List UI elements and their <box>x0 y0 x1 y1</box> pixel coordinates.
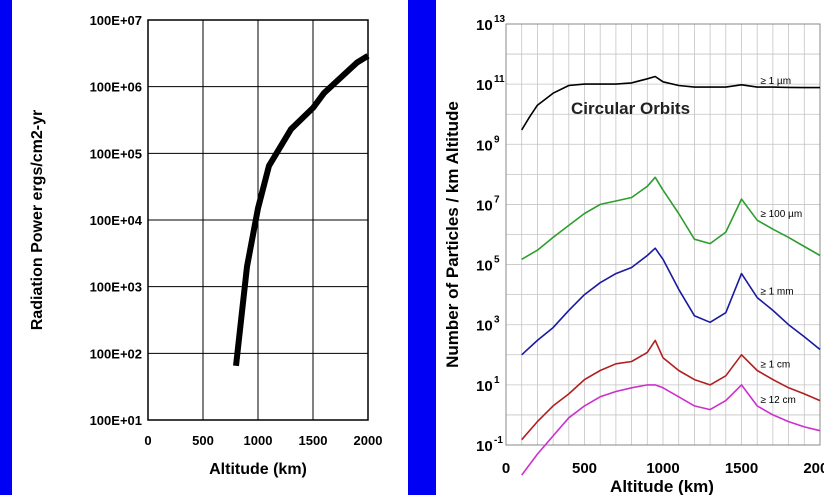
particle-density-chart: 050010001500200010-110110310510710910111… <box>443 14 824 495</box>
y-tick-label: 100E+05 <box>90 146 142 161</box>
series-line <box>521 384 821 476</box>
x-tick-label: 1000 <box>244 433 273 448</box>
plot-frame <box>505 23 821 446</box>
x-tick-label: 0 <box>144 433 151 448</box>
y-tick-exponent: -1 <box>494 435 503 446</box>
y-tick-exponent: 13 <box>494 14 506 25</box>
x-tick-label: 1500 <box>299 433 328 448</box>
y-axis-title: Number of Particles / km Altitude <box>443 101 462 368</box>
y-tick-label: 100E+03 <box>90 280 142 295</box>
y-tick-base: 10 <box>476 77 493 94</box>
y-tick-label: 100E+04 <box>90 213 143 228</box>
y-tick-exponent: 1 <box>494 375 500 386</box>
y-tick-exponent: 7 <box>494 194 500 205</box>
y-axis-title: Radiation Power ergs/cm2-yr <box>29 110 46 331</box>
series-label: ≥ 100 µm <box>760 209 802 220</box>
series-line <box>521 176 821 260</box>
y-tick-label: 100E+01 <box>90 413 142 428</box>
series-label: ≥ 1 µm <box>760 76 791 87</box>
y-tick-base: 10 <box>476 318 493 335</box>
y-tick-base: 10 <box>476 197 493 214</box>
y-tick-base: 10 <box>476 17 493 34</box>
x-tick-label: 1000 <box>646 460 679 477</box>
right-chart-panel: 050010001500200010-110110310510710910111… <box>436 0 824 495</box>
radiation-power-line <box>233 53 370 367</box>
x-tick-label: 0 <box>502 460 510 477</box>
y-tick-base: 10 <box>476 378 493 395</box>
x-tick-label: 2000 <box>354 433 383 448</box>
y-tick-exponent: 9 <box>494 134 500 145</box>
x-tick-label: 500 <box>192 433 214 448</box>
y-tick-base: 10 <box>476 137 493 154</box>
plot-frame <box>147 19 369 421</box>
y-tick-base: 10 <box>476 258 493 275</box>
series-line <box>521 247 821 356</box>
x-tick-label: 1500 <box>725 460 758 477</box>
series-label: ≥ 1 cm <box>760 360 790 371</box>
y-tick-base: 10 <box>476 438 493 455</box>
x-tick-label: 500 <box>572 460 597 477</box>
radiation-power-chart: 0 500 1000 1500 2000 100E+01 100E+02 100E+03 100… <box>29 13 383 478</box>
y-tick-label: 100E+06 <box>90 80 142 95</box>
y-tick-label: 100E+02 <box>90 346 142 361</box>
series-line <box>521 339 821 441</box>
x-tick-label: 2000 <box>803 460 824 477</box>
y-tick-exponent: 11 <box>494 74 505 85</box>
y-tick-label: 100E+07 <box>90 13 142 28</box>
chart-title: Circular Orbits <box>571 99 690 118</box>
x-axis-title: Altitude (km) <box>209 461 307 478</box>
series-label: ≥ 1 mm <box>760 287 793 298</box>
series-label: ≥ 12 cm <box>760 395 796 406</box>
x-axis-title: Altitude (km) <box>610 477 714 495</box>
left-chart-panel: 0 500 1000 1500 2000 100E+01 100E+02 100E+03 100… <box>12 0 408 495</box>
y-tick-exponent: 3 <box>494 315 500 326</box>
series-line <box>521 75 820 131</box>
y-tick-exponent: 5 <box>494 255 500 266</box>
